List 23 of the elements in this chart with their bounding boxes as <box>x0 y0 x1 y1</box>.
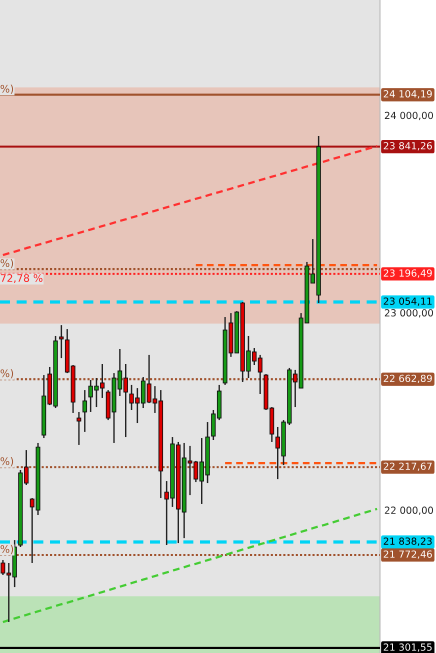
y-tick-label: 22 000,00 <box>384 506 433 515</box>
candlestick <box>82 389 88 433</box>
line-series <box>2 508 378 624</box>
y-tick-label: 24 000,00 <box>384 112 433 120</box>
ref-line-label: 22 217,67 <box>384 462 432 471</box>
ref-line-label: 23 196,49 <box>384 269 432 278</box>
ref-line-label: 22 662,89 <box>384 374 432 384</box>
candlestick <box>76 411 82 446</box>
candlestick <box>59 324 64 359</box>
annotation: 72,78 % <box>0 274 42 284</box>
annotation: %) <box>0 544 14 554</box>
annotation: %) <box>0 258 14 268</box>
annotation: %) <box>0 84 14 94</box>
ref-line-label: 21 301,55 <box>384 643 432 652</box>
ref-line-label: 21 772,46 <box>384 550 432 559</box>
y-tick-label: 23 000,00 <box>384 309 433 318</box>
annotation: %) <box>0 457 14 466</box>
ref-line-label: 21 838,23 <box>384 537 432 546</box>
line-series <box>2 144 378 256</box>
ref-line-label: 23 054,11 <box>384 297 432 306</box>
ref-line-label: 24 104,19 <box>384 90 432 99</box>
annotation: %) <box>0 369 14 378</box>
ref-line-label: 23 841,26 <box>384 142 432 150</box>
